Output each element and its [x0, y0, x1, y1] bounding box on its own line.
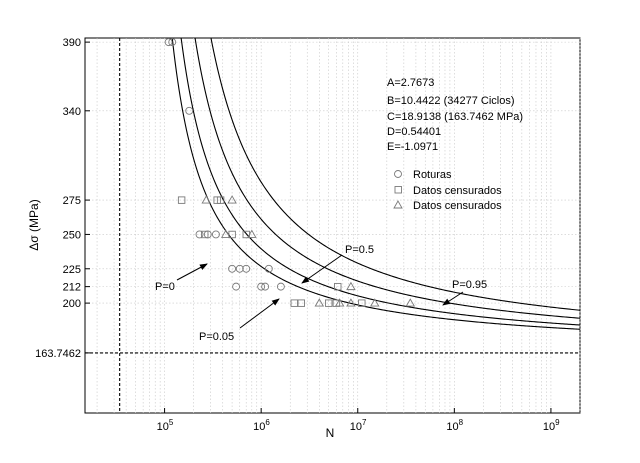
- curve-label-p05: P=0.5: [345, 244, 374, 256]
- data-point-circle: [185, 106, 194, 115]
- curve-label-p095: P=0.95: [452, 279, 487, 291]
- curve-p-0: [171, 38, 580, 330]
- params-box: A=2.7673 B=10.4422 (34277 Ciclos) C=18.9…: [387, 77, 523, 153]
- data-point-circle: [211, 230, 220, 239]
- data-point-square: [216, 196, 225, 204]
- curve-arrow-p0: [176, 263, 208, 281]
- x-tick-exponent: 6: [265, 418, 270, 427]
- data-markers: [164, 38, 416, 307]
- curve-arrow-p095: [442, 291, 464, 306]
- data-point-triangle: [334, 298, 345, 307]
- data-point-circle: [232, 282, 241, 291]
- y-tick-label: 225: [63, 264, 81, 276]
- y-tick-label: 340: [63, 106, 81, 118]
- x-tick-exponent: 8: [459, 418, 464, 427]
- data-point-triangle: [369, 298, 380, 307]
- param-b: B=10.4422 (34277 Ciclos): [387, 95, 515, 107]
- data-point-square: [325, 299, 333, 307]
- curve-p-0-05: [180, 38, 580, 326]
- y-tick-label: 163.7462: [35, 348, 81, 360]
- x-tick-label: 106: [253, 418, 270, 433]
- legend-triangle-icon: [393, 200, 403, 209]
- data-point-circle: [235, 264, 244, 273]
- curve-annotations: P=0 P=0.05 P=0.5 P=0.95: [155, 244, 487, 343]
- data-point-triangle: [201, 195, 212, 204]
- y-tick-label: 390: [63, 37, 81, 49]
- param-a: A=2.7673: [387, 77, 434, 89]
- y-axis-label: Δσ (MPa): [27, 199, 41, 250]
- data-point-circle: [168, 38, 177, 47]
- data-point-square: [201, 230, 209, 239]
- data-point-circle: [257, 282, 266, 291]
- data-point-triangle: [220, 229, 231, 238]
- legend-label-censurados-2: Datos censurados: [413, 200, 502, 212]
- data-point-triangle: [346, 281, 356, 291]
- x-tick-exponent: 7: [362, 418, 367, 427]
- curve-p-0-95: [210, 38, 580, 311]
- curve-p-0-5: [194, 38, 580, 319]
- x-tick-label: 107: [350, 418, 367, 433]
- legend-label-censurados-1: Datos censurados: [413, 185, 502, 197]
- curve-arrow-p05: [301, 254, 343, 284]
- y-tick-label: 275: [63, 195, 81, 207]
- x-tick-label: 109: [543, 418, 560, 433]
- data-point-triangle: [227, 195, 237, 204]
- curve-arrow-p005: [239, 298, 280, 329]
- param-d: D=0.54401: [387, 126, 441, 138]
- data-point-circle: [242, 264, 251, 273]
- x-tick-exponent: 9: [555, 418, 560, 427]
- data-point-circle: [276, 282, 285, 291]
- data-point-square: [297, 299, 305, 307]
- data-point-circle: [264, 264, 273, 273]
- data-point-square: [228, 230, 236, 239]
- legend-circle-icon: [394, 170, 402, 178]
- data-point-circle: [261, 282, 270, 291]
- data-point-circle: [195, 230, 204, 239]
- reference-lines: [85, 38, 580, 413]
- y-tick-label: 250: [63, 229, 81, 241]
- data-point-circle: [228, 264, 237, 273]
- legend-label-roturas: Roturas: [413, 169, 452, 181]
- legend-square-icon: [394, 186, 402, 194]
- legend: Roturas Datos censurados Datos censurado…: [393, 169, 502, 212]
- y-ticks: 163.7462 200 212 225 250 275 340 390: [35, 37, 90, 360]
- grid: [85, 38, 581, 413]
- data-point-circle: [164, 38, 173, 47]
- data-point-square: [358, 299, 366, 307]
- x-tick-exponent: 5: [169, 418, 174, 427]
- param-c: C=18.9138 (163.7462 MPa): [387, 111, 523, 123]
- x-tick-label: 105: [157, 418, 174, 433]
- data-point-triangle: [405, 298, 416, 307]
- data-point-square: [177, 196, 186, 204]
- x-tick-label: 108: [446, 418, 463, 433]
- data-point-square: [334, 282, 342, 291]
- data-point-triangle: [314, 298, 325, 307]
- data-point-triangle: [346, 298, 356, 307]
- data-point-triangle: [247, 229, 257, 238]
- data-point-square: [290, 299, 298, 307]
- curve-label-p005: P=0.05: [199, 331, 234, 343]
- curve-label-p0: P=0: [155, 281, 175, 293]
- y-tick-label: 212: [63, 282, 81, 294]
- x-axis-label: N: [326, 426, 335, 440]
- curves: [171, 38, 580, 330]
- plot-area: [84, 37, 581, 414]
- param-e: E=-1.0971: [387, 141, 438, 153]
- y-tick-label: 200: [63, 298, 81, 310]
